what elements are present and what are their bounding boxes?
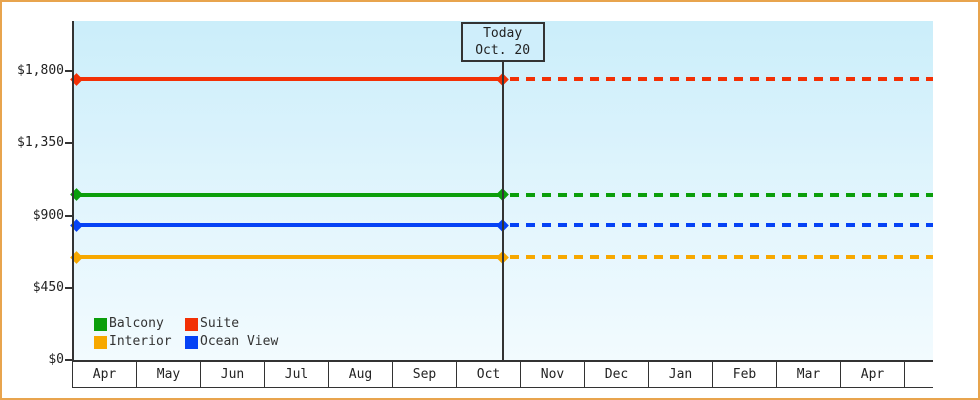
legend-item: Interior [94, 335, 185, 349]
y-tick [65, 142, 73, 145]
y-tick [65, 359, 73, 361]
y-tick [65, 70, 73, 72]
today-line [501, 60, 504, 360]
series-line-solid-ocean-view [74, 223, 503, 228]
y-tick-label: $0 [48, 352, 64, 367]
y-tick-label: $450 [32, 279, 64, 295]
month-cell: Nov [520, 362, 584, 387]
series-line-dashed-suite [509, 77, 933, 82]
y-tick-label: $1,350 [17, 135, 64, 151]
today-label-box: Today Oct. 20 [460, 22, 545, 62]
y-axis-line [72, 21, 74, 362]
legend-label: Interior [109, 334, 172, 349]
month-cell: Dec [584, 362, 648, 387]
legend-item: Balcony [94, 317, 185, 331]
legend-swatch-ocean-view [185, 335, 198, 349]
month-cell: Oct [456, 362, 520, 387]
legend-label: Ocean View [200, 334, 279, 349]
month-cell: Mar [776, 362, 840, 387]
legend-label: Suite [200, 316, 240, 331]
series-line-solid-interior [74, 255, 503, 260]
series-line-dashed-ocean-view [509, 223, 933, 228]
month-cell: Feb [712, 362, 776, 387]
today-label-line2: Oct. 20 [475, 43, 531, 58]
month-spacer [904, 362, 933, 387]
month-cell: Apr [840, 362, 904, 387]
legend-item: Suite [185, 317, 278, 331]
y-tick-label: $1,800 [17, 63, 64, 78]
legend-label: Balcony [109, 316, 164, 331]
y-tick [65, 214, 73, 217]
month-cell: Aug [328, 362, 392, 387]
series-line-dashed-balcony [509, 192, 933, 197]
month-cell: Jun [200, 362, 264, 387]
x-axis-months: Apr May Jun Jul Aug Sep Oct Nov Dec Jan Feb Mar Apr [72, 360, 933, 388]
today-label-line1: Today [483, 26, 523, 41]
legend: Balcony Suite Interior Ocean View [94, 317, 278, 349]
month-cell: May [136, 362, 200, 387]
series-line-solid-suite [74, 77, 503, 82]
series-line-solid-balcony [74, 192, 503, 197]
month-cell: Jul [264, 362, 328, 387]
legend-swatch-balcony [94, 317, 107, 331]
y-tick [65, 286, 73, 289]
month-cell: Sep [392, 362, 456, 387]
month-cell: Jan [648, 362, 712, 387]
legend-swatch-suite [185, 317, 198, 331]
y-tick-label: $900 [32, 207, 64, 223]
legend-item: Ocean View [185, 335, 278, 349]
legend-swatch-interior [94, 335, 107, 349]
month-cell: Apr [72, 362, 136, 387]
series-line-dashed-interior [509, 255, 933, 260]
